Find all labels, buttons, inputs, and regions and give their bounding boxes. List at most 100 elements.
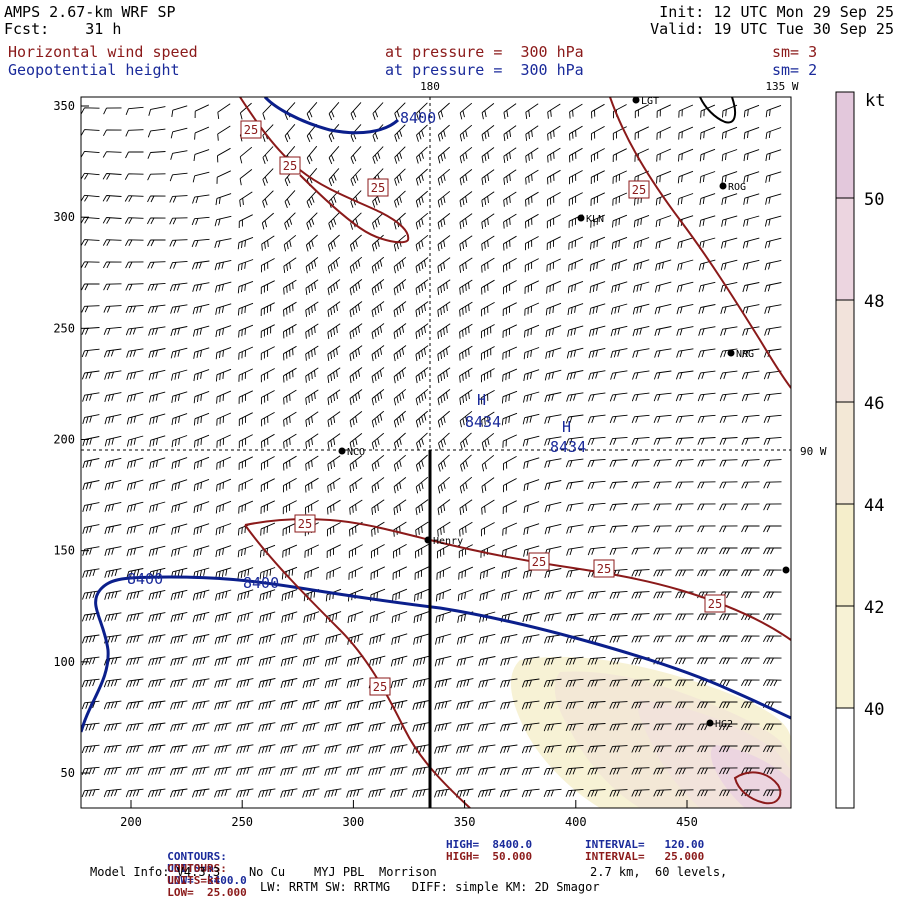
- wind-barb: [612, 148, 627, 163]
- wind-barb: [413, 633, 430, 645]
- wind-barb: [393, 345, 407, 362]
- wind-barb: [215, 303, 232, 315]
- wind-barb: [610, 348, 628, 359]
- wind-barb: [676, 326, 694, 336]
- wind-barb: [349, 234, 362, 252]
- station-label: ROG: [728, 182, 746, 193]
- wind-barb: [587, 701, 606, 709]
- wind-barb: [591, 103, 605, 119]
- wind-barb: [81, 150, 100, 158]
- wind-barb: [525, 191, 539, 207]
- wind-barb: [349, 477, 363, 493]
- station-dot: [782, 566, 790, 574]
- wind-barb: [434, 722, 452, 732]
- wind-barb: [390, 766, 408, 776]
- wind-barb: [126, 612, 144, 622]
- wind-barb: [481, 454, 495, 472]
- wind-barb: [214, 788, 232, 798]
- wind-barb: [170, 634, 188, 645]
- wind-barb: [302, 788, 320, 798]
- grid-info: 2.7 km, 60 levels,: [590, 865, 728, 879]
- x-tick-label: 450: [676, 815, 698, 829]
- wind-barb: [103, 722, 122, 732]
- wind-barb: [521, 788, 540, 798]
- wind-barb: [104, 457, 122, 469]
- wind-barb: [543, 788, 562, 798]
- wind-barb: [215, 193, 232, 206]
- wind-barb: [349, 411, 363, 428]
- wind-barb: [415, 323, 429, 340]
- wind-barb: [170, 127, 188, 139]
- wind-barb: [126, 523, 144, 535]
- wind-barb: [238, 456, 253, 470]
- wind-barb: [675, 789, 694, 797]
- wind-barb: [149, 457, 166, 469]
- wind-barb: [764, 237, 782, 249]
- wind-barb: [303, 633, 320, 645]
- wind-barb: [147, 282, 166, 291]
- wind-barb: [324, 744, 342, 754]
- wind-barb: [565, 788, 584, 797]
- wind-barb: [81, 129, 100, 136]
- wind-barb: [191, 216, 210, 226]
- wind-barb: [631, 679, 650, 687]
- wind-barb: [521, 766, 540, 776]
- wind-barb: [501, 567, 518, 579]
- wind-barb: [587, 480, 606, 490]
- wind-barb: [719, 392, 738, 402]
- wind-barb: [192, 634, 210, 645]
- wind-barb: [170, 722, 188, 732]
- wind-barb: [280, 766, 298, 776]
- wind-barb: [372, 124, 384, 142]
- wind-barb: [437, 476, 450, 494]
- wind-barb: [481, 103, 495, 120]
- wind-barb: [609, 481, 628, 489]
- wind-barb: [193, 149, 210, 162]
- wind-barb: [393, 234, 406, 252]
- wind-barb: [148, 678, 166, 688]
- wind-barb: [104, 568, 122, 578]
- wind-barb: [126, 413, 144, 425]
- wind-barb: [371, 256, 385, 274]
- wind-barb: [631, 701, 650, 709]
- wind-barb: [697, 392, 716, 402]
- colorbar-frame: [835, 91, 855, 809]
- wind-barb: [437, 389, 451, 406]
- wind-barb: [719, 370, 738, 380]
- wind-barb: [543, 744, 562, 754]
- wind-barb: [258, 678, 276, 689]
- wind-barb: [631, 613, 650, 621]
- wind-barb: [346, 700, 364, 711]
- wind-barb: [720, 237, 738, 249]
- wind-barb: [348, 566, 363, 580]
- wind-barb: [501, 412, 518, 426]
- wind-barb: [371, 279, 385, 296]
- wind-barb: [124, 195, 144, 202]
- wind-barb: [415, 279, 429, 296]
- wind-barb: [763, 392, 782, 402]
- wind-barb: [543, 656, 562, 666]
- wind-barb: [742, 237, 760, 249]
- wind-barb: [524, 302, 540, 316]
- y-tick-label: 150: [53, 544, 75, 558]
- wind-barb: [677, 170, 694, 184]
- wind-barb: [236, 788, 254, 798]
- wind-barb: [697, 503, 716, 511]
- wind-barb: [677, 237, 694, 249]
- wind-barb: [236, 633, 254, 645]
- wind-barb: [503, 235, 517, 251]
- wind-barb: [171, 369, 188, 381]
- wind-barb: [653, 437, 672, 445]
- wind-barb: [347, 633, 364, 645]
- wind-barb: [675, 635, 694, 643]
- wind-barb: [675, 437, 694, 445]
- wind-barb: [437, 279, 451, 295]
- speed-label: 25: [279, 156, 301, 175]
- wind-barb: [544, 568, 562, 579]
- wind-barb: [699, 193, 716, 206]
- wind-barb: [634, 104, 649, 119]
- wind-barb: [522, 413, 540, 425]
- wind-barb: [590, 236, 606, 250]
- wind-barb: [719, 613, 738, 621]
- wind-barb: [719, 525, 738, 533]
